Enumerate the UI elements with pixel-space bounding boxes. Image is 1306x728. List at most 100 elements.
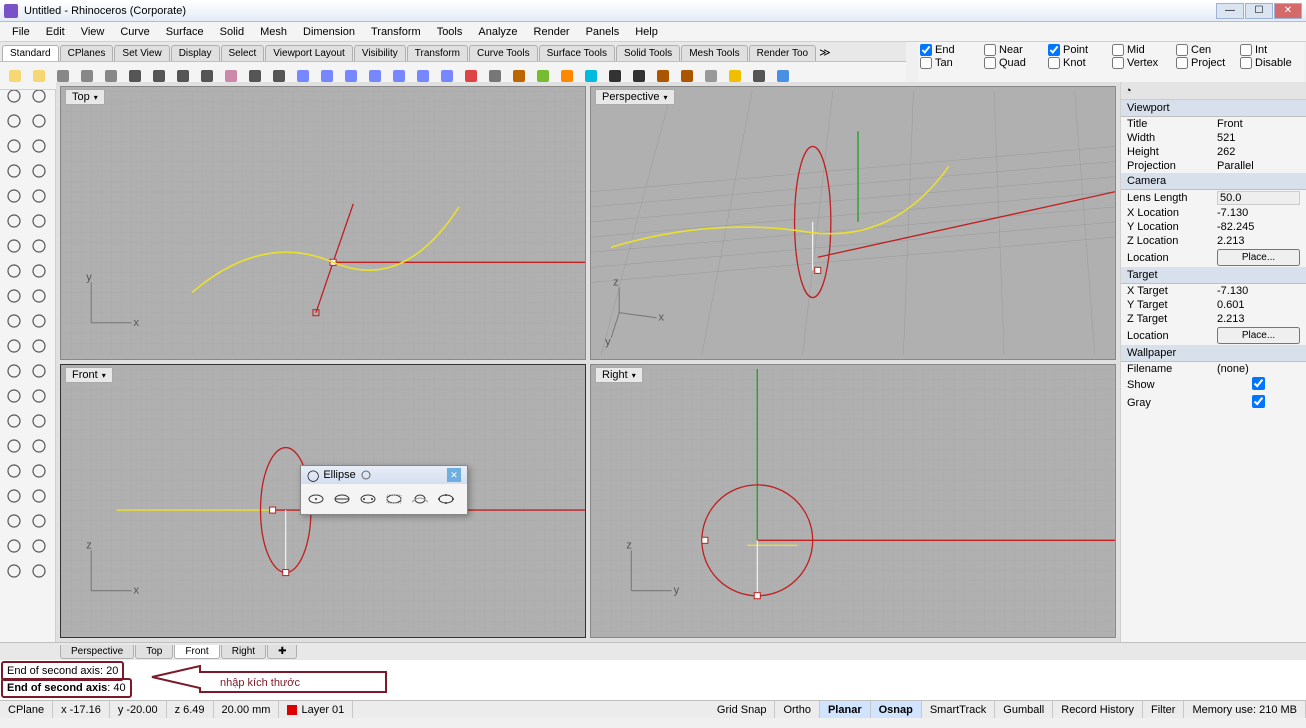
polygon-tool[interactable] [2, 209, 26, 233]
explode-tool[interactable] [27, 509, 51, 533]
arc-tool[interactable] [2, 184, 26, 208]
tab-overflow-icon[interactable]: ≫ [817, 44, 833, 61]
tab-set-view[interactable]: Set View [114, 45, 169, 61]
trim-tool[interactable] [2, 484, 26, 508]
polyline-tool[interactable] [27, 134, 51, 158]
ellipse-center-button[interactable] [305, 488, 327, 510]
solid-tool[interactable] [2, 284, 26, 308]
viewport-label-perspective[interactable]: Perspective▾ [595, 89, 675, 105]
tab-select[interactable]: Select [221, 45, 265, 61]
extr-tool[interactable] [2, 359, 26, 383]
bool-tool[interactable] [2, 334, 26, 358]
minimize-button[interactable]: — [1216, 3, 1244, 19]
osnap-disable[interactable]: Disable [1240, 57, 1302, 69]
tab-cplanes[interactable]: CPlanes [60, 45, 114, 61]
rect-tool[interactable] [27, 184, 51, 208]
status-filter[interactable]: Filter [1143, 701, 1184, 718]
menu-transform[interactable]: Transform [363, 24, 429, 40]
tab-viewport-layout[interactable]: Viewport Layout [265, 45, 353, 61]
osnap-int[interactable]: Int [1240, 44, 1302, 56]
ellipse-tool[interactable] [27, 159, 51, 183]
fillet-tool[interactable] [2, 534, 26, 558]
menu-solid[interactable]: Solid [212, 24, 252, 40]
status-grid-snap[interactable]: Grid Snap [709, 701, 776, 718]
curve-tool[interactable] [27, 209, 51, 233]
ellipse-around-curve-button[interactable] [409, 488, 431, 510]
osnap-near[interactable]: Near [984, 44, 1046, 56]
viewport-label-front[interactable]: Front▾ [65, 367, 113, 383]
tab-mesh-tools[interactable]: Mesh Tools [681, 45, 747, 61]
open-button[interactable] [28, 65, 50, 87]
osnap-project[interactable]: Project [1176, 57, 1238, 69]
scale-tool[interactable] [2, 459, 26, 483]
close-button[interactable]: ✕ [1274, 3, 1302, 19]
text-tool[interactable] [2, 384, 26, 408]
dim-tool[interactable] [27, 384, 51, 408]
view-tab-top[interactable]: Top [135, 645, 173, 659]
status-layer[interactable]: Layer 01 [279, 701, 353, 718]
osnap-quad[interactable]: Quad [984, 57, 1046, 69]
curve2-tool[interactable] [2, 234, 26, 258]
surf-tool[interactable] [2, 259, 26, 283]
new-button[interactable] [4, 65, 26, 87]
menu-curve[interactable]: Curve [112, 24, 157, 40]
pin-icon[interactable] [360, 469, 372, 481]
surf2-tool[interactable] [27, 259, 51, 283]
array2-tool[interactable] [27, 409, 51, 433]
tab-curve-tools[interactable]: Curve Tools [469, 45, 538, 61]
panel-tab-icon[interactable]: ◔ [1125, 85, 1132, 97]
array-tool[interactable] [2, 409, 26, 433]
menu-help[interactable]: Help [627, 24, 666, 40]
viewport-right[interactable]: Right▾ yz [590, 364, 1116, 638]
tab-render-too[interactable]: Render Too [749, 45, 817, 61]
ellipse-foci-button[interactable] [357, 488, 379, 510]
command-prompt[interactable]: End of second axis: 40 [1, 678, 132, 698]
menu-tools[interactable]: Tools [429, 24, 471, 40]
ellipse-close-button[interactable]: ✕ [447, 468, 461, 482]
osnap-vertex[interactable]: Vertex [1112, 57, 1174, 69]
menu-dimension[interactable]: Dimension [295, 24, 363, 40]
helix-tool[interactable] [27, 234, 51, 258]
tab-solid-tools[interactable]: Solid Tools [616, 45, 680, 61]
view-tab-front[interactable]: Front [174, 645, 219, 659]
viewport-label-top[interactable]: Top▾ [65, 89, 105, 105]
circle-tool[interactable] [2, 159, 26, 183]
point-tool[interactable] [2, 109, 26, 133]
status-units[interactable]: 20.00 mm [214, 701, 280, 718]
viewport-perspective[interactable]: Perspective▾ xyz [590, 86, 1116, 360]
status-gumball[interactable]: Gumball [995, 701, 1053, 718]
ellipse-corner-button[interactable] [383, 488, 405, 510]
mesh-tool[interactable] [2, 309, 26, 333]
mirror-tool[interactable] [27, 459, 51, 483]
mesh2-tool[interactable] [27, 309, 51, 333]
move-tool[interactable] [2, 434, 26, 458]
ellipse-diameter-button[interactable] [331, 488, 353, 510]
tab-surface-tools[interactable]: Surface Tools [539, 45, 615, 61]
menu-mesh[interactable]: Mesh [252, 24, 295, 40]
menu-surface[interactable]: Surface [158, 24, 212, 40]
menu-view[interactable]: View [73, 24, 113, 40]
ellipse-deformable-button[interactable] [435, 488, 457, 510]
wallpaper-gray-checkbox[interactable] [1252, 395, 1265, 408]
tab-transform[interactable]: Transform [407, 45, 468, 61]
rotate-obj-tool[interactable] [27, 434, 51, 458]
osnap-tan[interactable]: Tan [920, 57, 982, 69]
status-smarttrack[interactable]: SmartTrack [922, 701, 995, 718]
osnap-point[interactable]: Point [1048, 44, 1110, 56]
status-osnap[interactable]: Osnap [871, 701, 922, 718]
add-viewport-tab[interactable]: ✚ [267, 645, 297, 659]
viewport-top[interactable]: Top▾ xy [60, 86, 586, 360]
maximize-button[interactable]: ☐ [1245, 3, 1273, 19]
tab-standard[interactable]: Standard [2, 45, 59, 61]
camera-place-button[interactable]: Place... [1217, 249, 1300, 266]
ellipse-toolbar[interactable]: ◯ Ellipse ✕ [300, 465, 468, 515]
viewport-label-right[interactable]: Right▾ [595, 367, 643, 383]
osnap-cen[interactable]: Cen [1176, 44, 1238, 56]
menu-file[interactable]: File [4, 24, 38, 40]
project-tool[interactable] [27, 559, 51, 583]
chamfer-tool[interactable] [27, 534, 51, 558]
points-tool[interactable] [27, 109, 51, 133]
status-cplane[interactable]: CPlane [0, 701, 53, 718]
osnap-end[interactable]: End [920, 44, 982, 56]
view-tab-right[interactable]: Right [221, 645, 266, 659]
